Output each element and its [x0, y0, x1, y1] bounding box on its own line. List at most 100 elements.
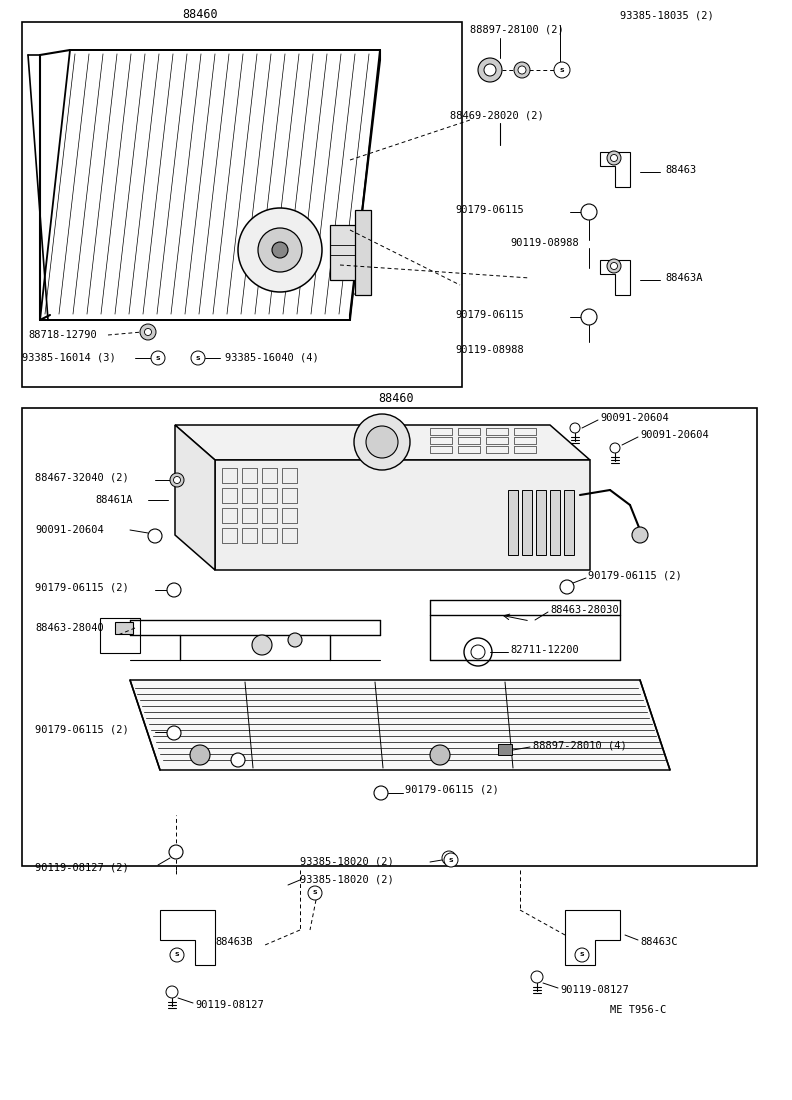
Text: 88460: 88460 — [182, 8, 218, 21]
Text: 88467-32040 (2): 88467-32040 (2) — [35, 473, 129, 483]
Circle shape — [170, 948, 184, 962]
Polygon shape — [175, 425, 590, 460]
Bar — [262, 528, 277, 543]
Text: 90179-06115: 90179-06115 — [455, 205, 524, 214]
Bar — [330, 226, 358, 280]
Circle shape — [531, 971, 543, 983]
Bar — [262, 488, 277, 503]
Circle shape — [272, 242, 288, 258]
Bar — [222, 488, 237, 503]
Bar — [282, 508, 297, 522]
Circle shape — [514, 62, 530, 78]
Circle shape — [169, 845, 183, 859]
Text: 90091-20604: 90091-20604 — [35, 525, 104, 535]
Bar — [514, 428, 536, 435]
Text: 88463A: 88463A — [665, 273, 703, 283]
Bar — [282, 488, 297, 503]
Text: 90179-06115 (2): 90179-06115 (2) — [35, 583, 129, 593]
Text: 90179-06115 (2): 90179-06115 (2) — [35, 725, 129, 735]
Circle shape — [252, 635, 272, 654]
Text: 88461A: 88461A — [95, 495, 132, 505]
Bar — [242, 528, 257, 543]
Circle shape — [190, 745, 210, 764]
Text: 90119-08127: 90119-08127 — [195, 1000, 264, 1010]
Polygon shape — [175, 425, 215, 570]
Bar — [242, 508, 257, 522]
Polygon shape — [160, 910, 215, 965]
Circle shape — [173, 476, 181, 484]
Text: 88463-28040: 88463-28040 — [35, 623, 104, 632]
Bar — [486, 446, 508, 453]
Circle shape — [632, 527, 648, 543]
Text: 88463: 88463 — [665, 165, 696, 175]
Bar — [100, 618, 140, 653]
Bar — [486, 428, 508, 435]
Text: 82711-12200: 82711-12200 — [510, 645, 579, 654]
Circle shape — [430, 745, 450, 764]
Circle shape — [140, 324, 156, 340]
Circle shape — [611, 154, 618, 162]
Circle shape — [581, 309, 597, 324]
Circle shape — [611, 263, 618, 270]
Bar — [514, 437, 536, 444]
Bar — [522, 490, 532, 556]
Text: S: S — [313, 891, 318, 895]
Text: 90179-06115 (2): 90179-06115 (2) — [405, 785, 499, 795]
Bar — [222, 528, 237, 543]
Bar — [355, 210, 371, 295]
Bar — [550, 490, 560, 556]
Circle shape — [144, 329, 151, 336]
Text: 90179-06115 (2): 90179-06115 (2) — [588, 570, 682, 580]
Text: 88897-28100 (2): 88897-28100 (2) — [470, 25, 564, 35]
Bar — [458, 446, 480, 453]
Bar — [115, 621, 133, 634]
Text: 93385-18020 (2): 93385-18020 (2) — [300, 874, 394, 886]
Text: 88463-28030: 88463-28030 — [550, 605, 619, 615]
Text: ME T956-C: ME T956-C — [610, 1005, 666, 1015]
Text: 93385-18020 (2): 93385-18020 (2) — [300, 857, 394, 867]
Circle shape — [151, 351, 165, 365]
Circle shape — [560, 580, 574, 594]
Circle shape — [484, 64, 496, 76]
Text: S: S — [175, 953, 179, 957]
Polygon shape — [215, 460, 590, 570]
Circle shape — [581, 204, 597, 220]
Circle shape — [308, 886, 322, 900]
Polygon shape — [130, 680, 670, 770]
Text: 93385-18035 (2): 93385-18035 (2) — [620, 10, 714, 20]
Text: 93385-16040 (4): 93385-16040 (4) — [225, 353, 318, 363]
Circle shape — [354, 414, 410, 470]
Text: S: S — [560, 67, 565, 73]
Circle shape — [170, 473, 184, 487]
Text: S: S — [580, 953, 584, 957]
Circle shape — [570, 424, 580, 433]
Text: S: S — [196, 355, 200, 361]
Circle shape — [554, 62, 570, 78]
Circle shape — [374, 786, 388, 800]
Bar — [514, 446, 536, 453]
Bar — [498, 744, 512, 755]
Bar — [486, 437, 508, 444]
Circle shape — [610, 443, 620, 453]
Circle shape — [258, 228, 302, 272]
Bar — [222, 468, 237, 483]
Circle shape — [575, 948, 589, 962]
Bar — [282, 528, 297, 543]
Circle shape — [366, 426, 398, 458]
Text: 88897-28010 (4): 88897-28010 (4) — [533, 740, 626, 750]
Circle shape — [442, 851, 456, 865]
Bar — [430, 446, 452, 453]
Text: S: S — [449, 858, 453, 862]
Circle shape — [191, 351, 205, 365]
Bar — [536, 490, 546, 556]
Bar — [22, 22, 462, 387]
Polygon shape — [600, 152, 630, 187]
Circle shape — [607, 151, 621, 165]
Text: 90119-08127 (2): 90119-08127 (2) — [35, 864, 129, 873]
Text: 93385-16014 (3): 93385-16014 (3) — [22, 353, 116, 363]
Text: S: S — [156, 355, 160, 361]
Bar — [458, 437, 480, 444]
Text: 88460: 88460 — [379, 392, 413, 405]
Bar — [242, 488, 257, 503]
Bar — [262, 508, 277, 522]
